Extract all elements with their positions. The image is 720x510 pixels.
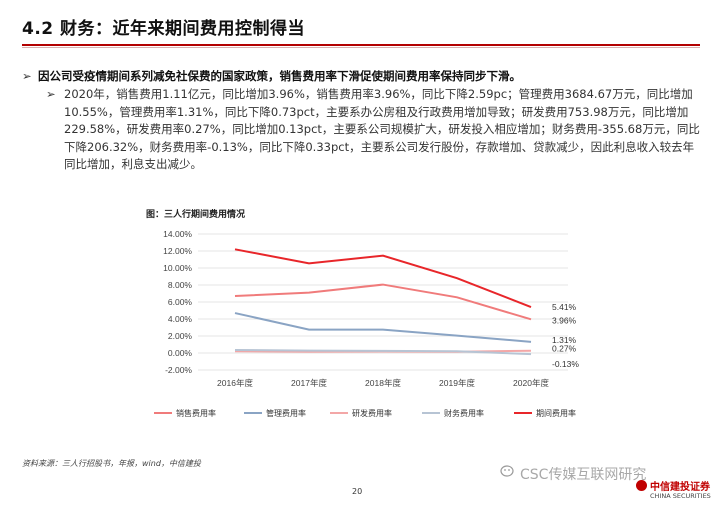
- legend-label: 销售费用率: [176, 408, 216, 418]
- chart-title: 图：三人行期间费用情况: [146, 210, 246, 220]
- end-value-label: 3.96%: [552, 315, 577, 325]
- logo-mark-icon: [636, 480, 647, 491]
- series-line-管理费用率: [234, 312, 532, 343]
- x-tick-label: 2018年度: [365, 378, 401, 388]
- y-tick-label: 8.00%: [168, 280, 193, 290]
- legend-label: 期间费用率: [536, 408, 576, 418]
- company-logo: 中信建投证券 CHINA SECURITIES: [636, 478, 716, 504]
- x-tick-label: 2016年度: [217, 378, 253, 388]
- legend-label: 研发费用率: [352, 408, 392, 418]
- y-tick-label: 2.00%: [168, 331, 193, 341]
- page-number: 20: [352, 487, 363, 496]
- arrow-bullet-icon: ➢: [22, 69, 32, 83]
- x-tick-label: 2020年度: [513, 378, 549, 388]
- wechat-icon: [500, 465, 514, 477]
- bullet-main: ➢ 因公司受疫情期间系列减免社保费的国家政策，销售费用率下滑促使期间费用率保持同步…: [22, 68, 702, 84]
- y-tick-label: 4.00%: [168, 314, 193, 324]
- expense-ratio-chart: -2.00% 0.00% 2.00% 4.00% 6.00% 8.00% 10.00% 12.…: [154, 229, 579, 418]
- top-bar: [0, 0, 720, 8]
- y-tick-label: 14.00%: [163, 229, 192, 239]
- end-value-label: -0.13%: [552, 359, 579, 369]
- title-divider-thin: [22, 47, 700, 48]
- y-tick-label: 12.00%: [163, 246, 192, 256]
- logo-cn-text: 中信建投证券: [650, 482, 710, 493]
- y-tick-label: 6.00%: [168, 297, 193, 307]
- end-value-label: 5.41%: [552, 302, 577, 312]
- watermark: CSC传媒互联网研究: [520, 467, 647, 483]
- end-value-label: 0.27%: [552, 344, 577, 354]
- arrow-bullet-icon: ➢: [46, 87, 56, 101]
- bullet-sub: ➢ 2020年，销售费用1.11亿元，同比增加3.96%，销售费用率3.96%，…: [46, 86, 704, 174]
- y-tick-label: -2.00%: [165, 365, 192, 375]
- source-note: 资料来源：三人行招股书，年报，wind，中信建投: [22, 459, 201, 468]
- bullet-main-text: 因公司受疫情期间系列减免社保费的国家政策，销售费用率下滑促使期间费用率保持同步下…: [38, 69, 521, 83]
- legend-label: 管理费用率: [266, 408, 306, 418]
- end-value-label: 1.31%: [552, 335, 577, 345]
- x-tick-label: 2019年度: [439, 378, 475, 388]
- title-divider: [22, 44, 700, 46]
- series-line-期间费用率: [234, 248, 532, 308]
- y-tick-label: 10.00%: [163, 263, 192, 273]
- x-tick-label: 2017年度: [291, 378, 327, 388]
- legend-label: 财务费用率: [444, 408, 484, 418]
- page-title: 4.2 财务：近年来期间费用控制得当: [22, 19, 306, 39]
- logo-en-text: CHINA SECURITIES: [650, 492, 711, 500]
- bullet-sub-text: 2020年，销售费用1.11亿元，同比增加3.96%，销售费用率3.96%，同比…: [64, 87, 700, 171]
- y-tick-label: 0.00%: [168, 348, 193, 358]
